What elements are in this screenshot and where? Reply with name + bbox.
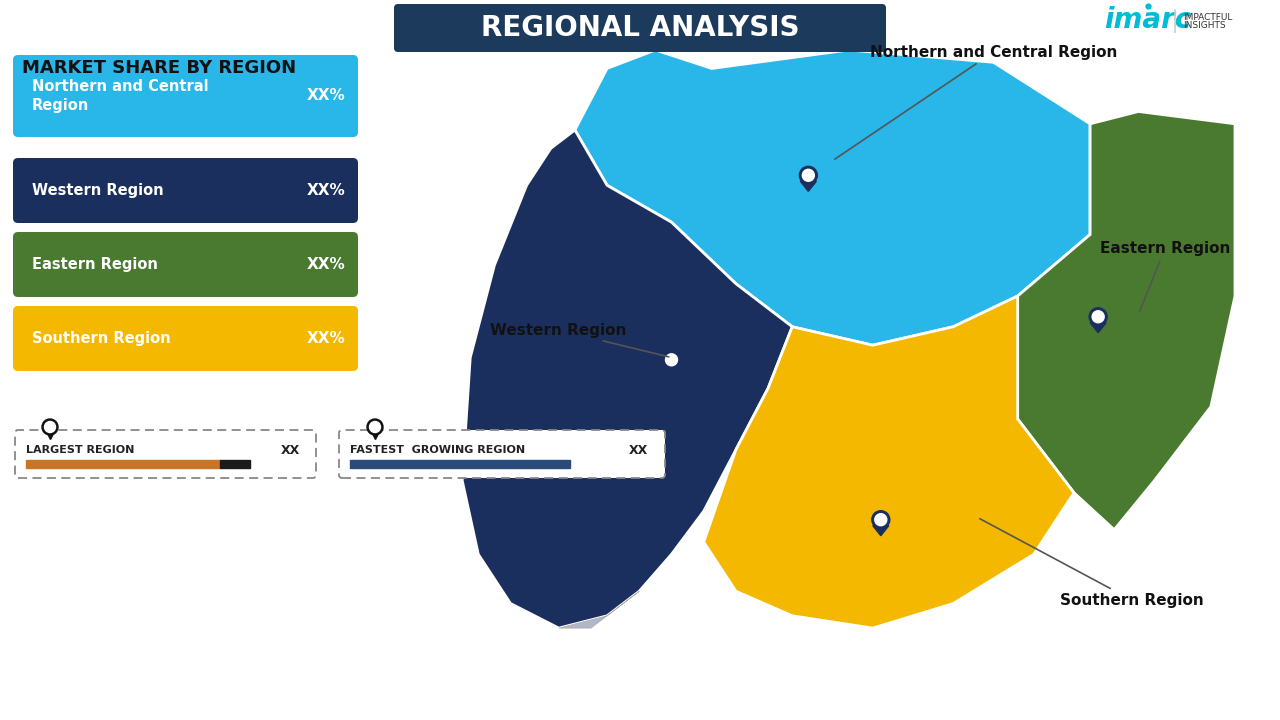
Circle shape xyxy=(872,510,890,528)
Polygon shape xyxy=(559,591,639,628)
Circle shape xyxy=(367,419,383,435)
Circle shape xyxy=(874,513,887,526)
Text: Southern Region: Southern Region xyxy=(32,331,170,346)
Polygon shape xyxy=(800,181,817,192)
Text: Western Region: Western Region xyxy=(32,183,164,198)
Text: Eastern Region: Eastern Region xyxy=(32,257,157,272)
Text: FASTEST  GROWING REGION: FASTEST GROWING REGION xyxy=(349,445,525,455)
Circle shape xyxy=(799,166,818,184)
FancyBboxPatch shape xyxy=(13,232,358,297)
FancyBboxPatch shape xyxy=(13,158,358,223)
FancyBboxPatch shape xyxy=(15,430,316,478)
Circle shape xyxy=(1089,307,1107,325)
Polygon shape xyxy=(663,366,680,376)
Text: Northern and Central
Region: Northern and Central Region xyxy=(32,79,209,113)
Polygon shape xyxy=(462,130,792,628)
Text: INSIGHTS: INSIGHTS xyxy=(1183,20,1226,30)
Polygon shape xyxy=(873,526,888,536)
Text: Southern Region: Southern Region xyxy=(980,518,1203,608)
Polygon shape xyxy=(1018,112,1235,530)
Text: Western Region: Western Region xyxy=(490,323,669,357)
Text: XX: XX xyxy=(280,444,300,456)
Text: Eastern Region: Eastern Region xyxy=(1100,240,1230,312)
Text: imarc: imarc xyxy=(1105,6,1192,34)
Text: LARGEST REGION: LARGEST REGION xyxy=(26,445,134,455)
Text: MARKET SHARE BY REGION: MARKET SHARE BY REGION xyxy=(22,59,296,77)
Text: XX%: XX% xyxy=(306,331,346,346)
Text: XX%: XX% xyxy=(306,257,346,272)
Polygon shape xyxy=(26,460,220,468)
Polygon shape xyxy=(1091,323,1106,333)
FancyBboxPatch shape xyxy=(13,55,358,137)
Circle shape xyxy=(663,351,681,369)
Circle shape xyxy=(42,419,58,435)
FancyBboxPatch shape xyxy=(394,4,886,52)
Text: XX%: XX% xyxy=(306,89,346,104)
Text: XX: XX xyxy=(628,444,648,456)
Polygon shape xyxy=(575,50,1091,345)
FancyBboxPatch shape xyxy=(13,306,358,371)
Polygon shape xyxy=(704,296,1074,628)
Polygon shape xyxy=(220,460,250,468)
Text: IMPACTFUL: IMPACTFUL xyxy=(1183,12,1233,22)
Text: XX%: XX% xyxy=(306,183,346,198)
Circle shape xyxy=(370,421,380,433)
Text: Northern and Central Region: Northern and Central Region xyxy=(835,45,1117,159)
Circle shape xyxy=(803,169,814,181)
FancyBboxPatch shape xyxy=(339,430,666,478)
Circle shape xyxy=(45,421,55,433)
Text: REGIONAL ANALYSIS: REGIONAL ANALYSIS xyxy=(481,14,799,42)
Circle shape xyxy=(1092,311,1105,323)
Circle shape xyxy=(666,354,677,366)
Polygon shape xyxy=(349,460,570,468)
